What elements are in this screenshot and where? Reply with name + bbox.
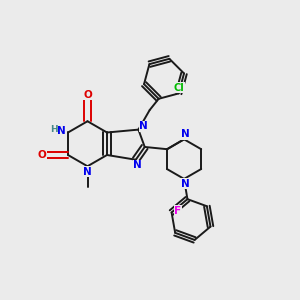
Text: N: N	[181, 179, 190, 189]
Text: N: N	[133, 160, 142, 170]
Text: N: N	[140, 122, 148, 131]
Text: N: N	[57, 126, 65, 136]
Text: N: N	[181, 129, 190, 139]
Text: O: O	[38, 150, 46, 160]
Text: N: N	[83, 167, 92, 177]
Text: Cl: Cl	[174, 83, 185, 93]
Text: F: F	[174, 206, 182, 216]
Text: H: H	[50, 125, 58, 134]
Text: O: O	[83, 90, 92, 100]
